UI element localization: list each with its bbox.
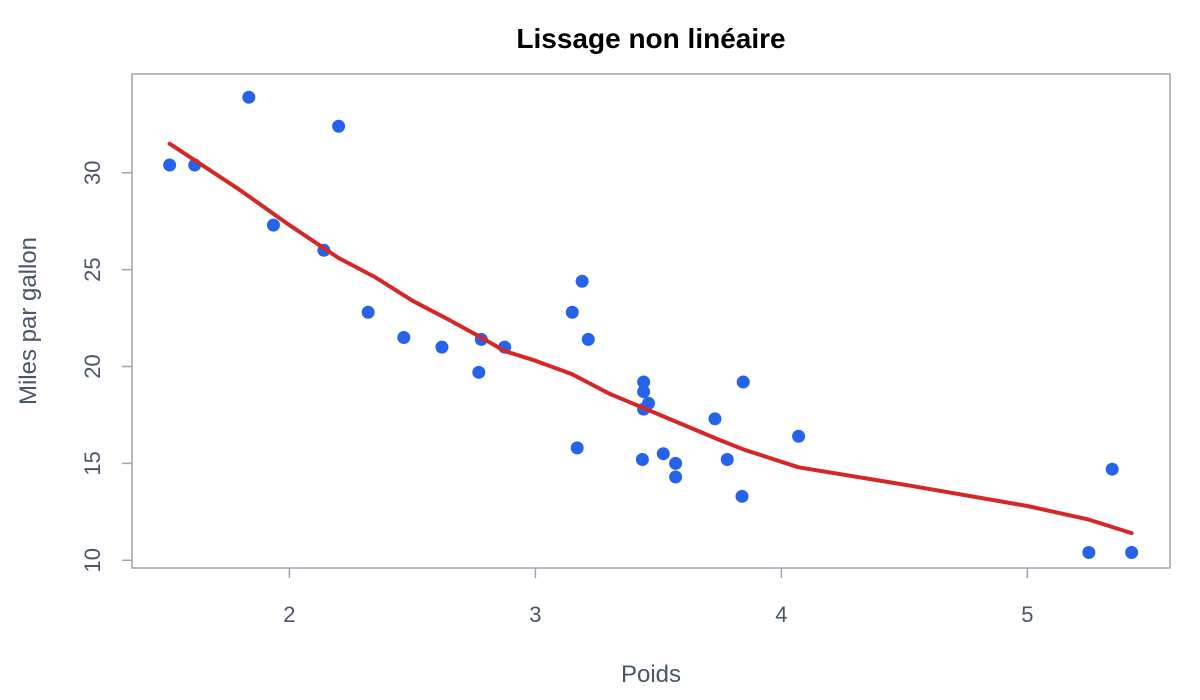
data-point (570, 441, 584, 455)
smooth-curve (167, 141, 1134, 536)
y-tick-label: 30 (80, 161, 105, 185)
data-point (642, 396, 656, 410)
x-tick-label: 5 (1021, 602, 1033, 627)
y-tick-label: 10 (80, 548, 105, 572)
data-point (708, 412, 722, 426)
y-tick-label: 20 (80, 354, 105, 378)
data-point (332, 119, 346, 133)
data-points (163, 90, 1139, 560)
data-point (472, 365, 486, 379)
data-point (635, 453, 649, 467)
data-point (361, 305, 375, 319)
data-point (1105, 462, 1119, 476)
y-axis: 10 15 20 25 30 (80, 161, 132, 572)
x-axis: 2 3 4 5 (283, 568, 1033, 627)
data-point (1082, 546, 1096, 560)
x-tick-label: 4 (775, 602, 787, 627)
x-axis-label: Poids (621, 661, 681, 688)
x-tick-label: 3 (529, 602, 541, 627)
data-point (669, 456, 683, 470)
data-point (735, 489, 749, 503)
data-point (242, 90, 256, 104)
data-point (669, 470, 683, 484)
plot-frame (131, 73, 1171, 569)
y-tick-label: 15 (80, 451, 105, 475)
y-tick-label: 25 (80, 257, 105, 281)
data-point (435, 340, 449, 354)
data-point (656, 447, 670, 461)
data-point (736, 375, 750, 389)
data-point (266, 218, 280, 232)
data-point (637, 385, 651, 399)
data-point (397, 330, 411, 344)
data-point (565, 305, 579, 319)
data-point (720, 453, 734, 467)
chart-title: Lissage non linéaire (516, 23, 785, 54)
data-point (637, 375, 651, 389)
x-tick-label: 2 (283, 602, 295, 627)
y-axis-label: Miles par gallon (15, 237, 42, 405)
data-point (792, 429, 806, 443)
data-point (581, 332, 595, 346)
data-point (575, 274, 589, 288)
data-point (1125, 546, 1139, 560)
data-point (163, 158, 177, 172)
